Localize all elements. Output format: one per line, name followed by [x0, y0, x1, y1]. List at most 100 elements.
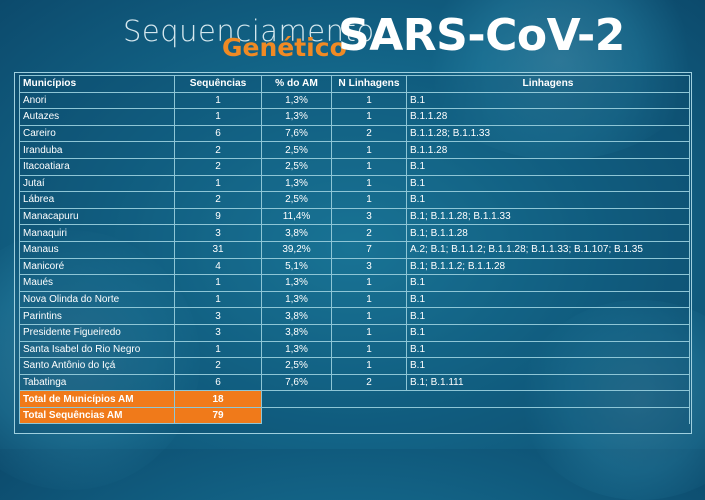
n-linhagens-cell: 3	[331, 257, 407, 276]
n-linhagens-cell: 1	[331, 340, 407, 359]
linhagens-cell: B.1	[406, 91, 690, 110]
sequencias-cell: 9	[174, 207, 262, 226]
municipio-cell: Autazes	[19, 108, 175, 126]
percent-cell: 2,5%	[261, 191, 332, 209]
sequencias-cell: 31	[174, 240, 262, 259]
table-row: Presidente Figueiredo 3 3,8% 1 B.1	[19, 323, 690, 342]
linhagens-cell: B.1; B.1.1.28; B.1.1.33	[406, 207, 690, 226]
data-table-container: Municípios Sequências % do AM N Linhagen…	[14, 72, 692, 434]
linhagens-cell: B.1	[406, 290, 690, 309]
title-sequenciamento: Sequenciamento	[123, 14, 375, 48]
column-header: % do AM	[261, 75, 332, 93]
header: Sequenciamento Genético SARS-CoV-2	[0, 0, 705, 70]
sequencias-cell: 3	[174, 323, 262, 342]
sequencias-cell: 2	[174, 157, 262, 176]
sequencias-cell: 3	[174, 307, 262, 325]
title-genetico: Genético	[222, 33, 347, 62]
linhagens-cell: B.1; B.1.1.2; B.1.1.28	[406, 257, 690, 276]
table-row: Lábrea 2 2,5% 1 B.1	[19, 191, 690, 209]
percent-cell: 1,3%	[261, 290, 332, 309]
municipio-cell: Manacapuru	[19, 207, 175, 226]
percent-cell: 3,8%	[261, 323, 332, 342]
total-label: Total de Municípios AM	[19, 390, 175, 408]
linhagens-cell: B.1	[406, 191, 690, 209]
n-linhagens-cell: 2	[331, 224, 407, 242]
sequencias-cell: 2	[174, 357, 262, 375]
municipio-cell: Nova Olinda do Norte	[19, 290, 175, 309]
total-value: 79	[174, 406, 262, 425]
linhagens-cell: B.1; B.1.1.28	[406, 224, 690, 242]
linhagens-cell: B.1	[406, 307, 690, 325]
table-row: Careiro 6 7,6% 2 B.1.1.28; B.1.1.33	[19, 124, 690, 143]
percent-cell: 7,6%	[261, 373, 332, 392]
column-header: N Linhagens	[331, 75, 407, 93]
total-row: Total de Municípios AM 18	[19, 390, 690, 408]
n-linhagens-cell: 7	[331, 240, 407, 259]
total-label: Total Sequências AM	[19, 406, 175, 425]
table-row: Parintins 3 3,8% 1 B.1	[19, 307, 690, 325]
table-row: Manaquiri 3 3,8% 2 B.1; B.1.1.28	[19, 224, 690, 242]
sequencias-cell: 1	[174, 290, 262, 309]
municipio-cell: Manaus	[19, 240, 175, 259]
linhagens-cell: B.1	[406, 174, 690, 193]
percent-cell: 2,5%	[261, 357, 332, 375]
linhagens-cell: B.1.1.28	[406, 141, 690, 159]
table-row: Manaus 31 39,2% 7 A.2; B.1; B.1.1.2; B.1.1.2…	[19, 240, 690, 259]
total-value: 18	[174, 390, 262, 408]
sequencias-cell: 2	[174, 191, 262, 209]
table-header-row: Municípios Sequências % do AM N Linhagen…	[19, 75, 690, 93]
n-linhagens-cell: 1	[331, 141, 407, 159]
title-sars-cov-2: SARS-CoV-2	[338, 10, 625, 61]
n-linhagens-cell: 1	[331, 323, 407, 342]
municipio-cell: Careiro	[19, 124, 175, 143]
n-linhagens-cell: 2	[331, 124, 407, 143]
n-linhagens-cell: 2	[331, 373, 407, 392]
sequencing-table: Municípios Sequências % do AM N Linhagen…	[19, 75, 690, 425]
n-linhagens-cell: 1	[331, 174, 407, 193]
municipio-cell: Parintins	[19, 307, 175, 325]
column-header: Municípios	[19, 75, 175, 93]
percent-cell: 1,3%	[261, 108, 332, 126]
municipio-cell: Jutaí	[19, 174, 175, 193]
table-row: Nova Olinda do Norte 1 1,3% 1 B.1	[19, 290, 690, 309]
column-header: Linhagens	[406, 75, 690, 93]
sequencias-cell: 4	[174, 257, 262, 276]
table-row: Santa Isabel do Rio Negro 1 1,3% 1 B.1	[19, 340, 690, 359]
sequencias-cell: 3	[174, 224, 262, 242]
sequencias-cell: 1	[174, 340, 262, 359]
n-linhagens-cell: 1	[331, 157, 407, 176]
table-row: Iranduba 2 2,5% 1 B.1.1.28	[19, 141, 690, 159]
table-row: Autazes 1 1,3% 1 B.1.1.28	[19, 108, 690, 126]
municipio-cell: Iranduba	[19, 141, 175, 159]
n-linhagens-cell: 1	[331, 108, 407, 126]
percent-cell: 1,3%	[261, 274, 332, 292]
table-row: Anori 1 1,3% 1 B.1	[19, 91, 690, 110]
municipio-cell: Maués	[19, 274, 175, 292]
linhagens-cell: B.1	[406, 157, 690, 176]
municipio-cell: Lábrea	[19, 191, 175, 209]
municipio-cell: Manicoré	[19, 257, 175, 276]
percent-cell: 3,8%	[261, 224, 332, 242]
table-row: Santo Antônio do Içá 2 2,5% 1 B.1	[19, 357, 690, 375]
linhagens-cell: B.1.1.28	[406, 108, 690, 126]
total-spacer	[261, 406, 690, 424]
table-row: Tabatinga 6 7,6% 2 B.1; B.1.111	[19, 373, 690, 392]
percent-cell: 5,1%	[261, 257, 332, 276]
n-linhagens-cell: 1	[331, 307, 407, 325]
municipio-cell: Santo Antônio do Içá	[19, 357, 175, 375]
percent-cell: 3,8%	[261, 307, 332, 325]
percent-cell: 2,5%	[261, 141, 332, 159]
linhagens-cell: B.1	[406, 323, 690, 342]
n-linhagens-cell: 1	[331, 357, 407, 375]
sequencias-cell: 6	[174, 373, 262, 392]
municipio-cell: Presidente Figueiredo	[19, 323, 175, 342]
sequencias-cell: 1	[174, 91, 262, 110]
n-linhagens-cell: 1	[331, 290, 407, 309]
table-row: Jutaí 1 1,3% 1 B.1	[19, 174, 690, 193]
n-linhagens-cell: 3	[331, 207, 407, 226]
municipio-cell: Anori	[19, 91, 175, 110]
percent-cell: 1,3%	[261, 340, 332, 359]
sequencias-cell: 1	[174, 174, 262, 193]
municipio-cell: Tabatinga	[19, 373, 175, 392]
linhagens-cell: B.1	[406, 340, 690, 359]
